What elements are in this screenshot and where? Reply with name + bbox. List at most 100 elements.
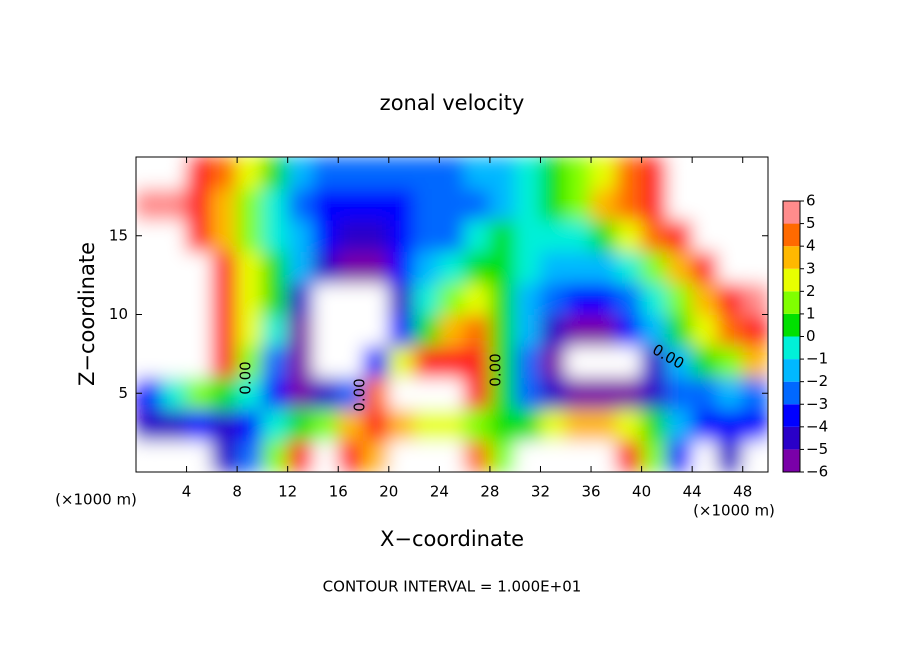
cell (691, 188, 718, 221)
cell (691, 251, 718, 284)
cell (565, 188, 592, 221)
cell (539, 440, 567, 472)
x-axis-label: X−coordinate (380, 527, 524, 551)
cell (337, 314, 365, 347)
cell (287, 157, 314, 189)
cell (716, 440, 744, 472)
cell (666, 314, 693, 347)
cell (590, 219, 617, 252)
cell (388, 282, 415, 315)
cell (261, 219, 289, 252)
cell (691, 282, 718, 315)
cell (742, 282, 768, 315)
cell (388, 408, 415, 441)
cell (615, 251, 643, 284)
cell (539, 314, 567, 347)
cell (388, 157, 415, 189)
cell (413, 377, 440, 410)
cell (615, 157, 643, 189)
cell (312, 188, 339, 221)
cell (615, 188, 643, 221)
cell (312, 219, 339, 252)
cell (539, 188, 567, 221)
cell (666, 408, 693, 441)
cell (136, 408, 162, 441)
cell (539, 157, 567, 189)
cell (539, 219, 567, 252)
cell (464, 440, 491, 472)
cell (641, 188, 668, 221)
cell (388, 219, 415, 252)
cell (261, 188, 289, 221)
cell (641, 408, 668, 441)
colorbar-swatch (783, 359, 800, 382)
cell (464, 251, 491, 284)
cell (388, 188, 415, 221)
cell (489, 219, 516, 252)
cell (413, 219, 440, 252)
x-tick-label: 16 (329, 483, 348, 501)
cell (337, 377, 365, 410)
cell (413, 314, 440, 347)
cell (438, 219, 466, 252)
cell (413, 345, 440, 378)
cell (211, 157, 238, 189)
cell (539, 377, 567, 410)
cell (312, 282, 339, 315)
cell (312, 314, 339, 347)
cell (363, 219, 390, 252)
cell (438, 345, 466, 378)
cell (312, 157, 339, 189)
x-tick-label: 12 (278, 483, 297, 501)
cell (666, 157, 693, 189)
cell (438, 251, 466, 284)
cell (186, 251, 213, 284)
cell (363, 314, 390, 347)
cell (186, 314, 213, 347)
cell (615, 377, 643, 410)
cell (211, 377, 238, 410)
cell (160, 251, 188, 284)
x-tick-label: 20 (379, 483, 398, 501)
cell (666, 219, 693, 252)
cell (565, 377, 592, 410)
cell (590, 377, 617, 410)
cell (666, 345, 693, 378)
cell (742, 251, 768, 284)
cell (186, 188, 213, 221)
x-tick-label: 4 (182, 483, 192, 501)
cell (363, 408, 390, 441)
cell (388, 314, 415, 347)
heatmap (136, 157, 768, 472)
cell (438, 188, 466, 221)
cell (312, 440, 339, 472)
cell (438, 377, 466, 410)
cell (641, 282, 668, 315)
colorbar-swatch (783, 268, 800, 292)
colorbar-swatch (783, 336, 800, 360)
cell (287, 282, 314, 315)
cell (514, 219, 541, 252)
cell (287, 440, 314, 472)
cell (464, 188, 491, 221)
cell (691, 314, 718, 347)
cell (666, 188, 693, 221)
x-tick-label: 8 (232, 483, 242, 501)
cell (539, 282, 567, 315)
cell (641, 377, 668, 410)
colorbar-tick-label: −6 (806, 463, 828, 481)
cell (261, 377, 289, 410)
cell (590, 157, 617, 189)
cell (716, 219, 744, 252)
cell (160, 314, 188, 347)
cell (666, 377, 693, 410)
colorbar-swatch (783, 381, 800, 405)
cell (615, 345, 643, 378)
cell (489, 188, 516, 221)
colorbar-swatch (783, 404, 800, 427)
cell (742, 345, 768, 378)
colorbar-swatch (783, 201, 800, 224)
cell (136, 345, 162, 378)
cell (565, 440, 592, 472)
cell (438, 314, 466, 347)
